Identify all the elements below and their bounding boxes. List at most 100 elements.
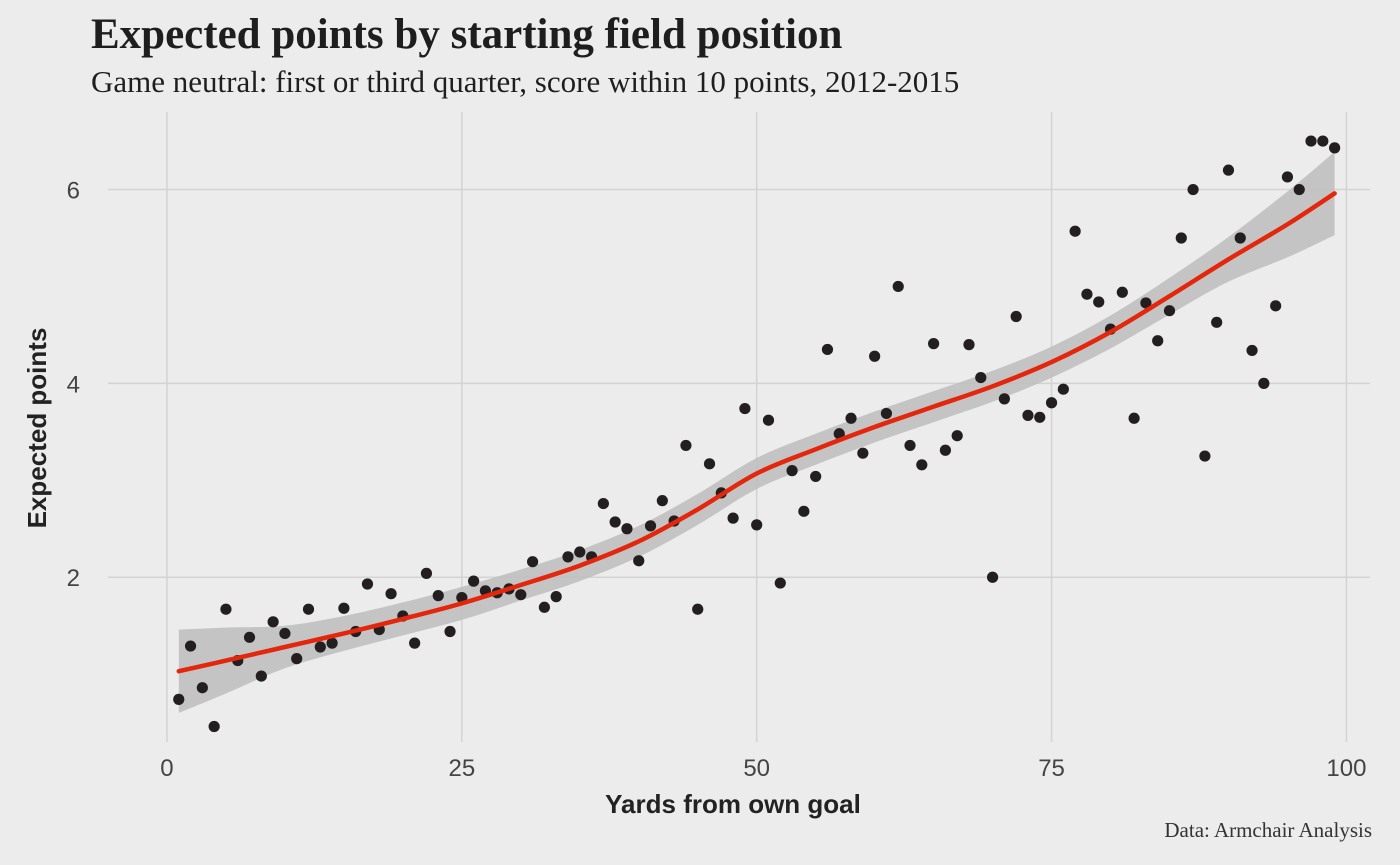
data-point <box>184 640 197 652</box>
data-point <box>692 603 704 615</box>
data-point <box>1234 232 1246 244</box>
data-point <box>1199 450 1211 462</box>
chart-title: Expected points by starting field positi… <box>91 11 843 58</box>
data-point <box>255 670 267 682</box>
data-point <box>1222 164 1235 176</box>
data-point <box>550 591 562 603</box>
x-axis-title: Yards from own goal <box>605 789 861 819</box>
data-point <box>409 637 421 649</box>
data-point <box>173 693 185 705</box>
data-point <box>1305 135 1317 147</box>
data-point <box>208 720 220 733</box>
data-point <box>1081 288 1093 300</box>
data-point <box>1152 335 1164 347</box>
data-point <box>762 414 775 426</box>
x-tick-label: 25 <box>448 755 475 782</box>
data-point <box>574 546 586 558</box>
data-point <box>1281 171 1294 183</box>
data-point <box>786 465 798 477</box>
y-tick-label: 2 <box>67 565 80 592</box>
data-point <box>916 459 928 471</box>
y-axis-title: Expected points <box>22 328 52 529</box>
x-tick-label: 75 <box>1038 755 1065 782</box>
data-source-caption: Data: Armchair Analysis <box>1164 818 1372 842</box>
data-point <box>751 519 763 531</box>
y-tick-label: 4 <box>67 371 80 398</box>
data-point <box>892 280 904 293</box>
data-point <box>1045 397 1058 409</box>
data-point <box>1270 300 1282 312</box>
data-point <box>833 428 845 440</box>
data-point <box>963 339 975 351</box>
data-point <box>1116 286 1128 298</box>
data-point <box>385 588 397 600</box>
data-point <box>621 523 633 535</box>
data-point <box>739 402 751 415</box>
data-point <box>1293 183 1305 196</box>
data-point <box>774 577 786 589</box>
data-point <box>196 682 208 694</box>
data-point <box>468 575 480 587</box>
y-tick-label: 6 <box>67 178 80 205</box>
data-point <box>267 616 279 628</box>
scatter-points <box>173 135 1341 733</box>
data-point <box>538 601 550 613</box>
data-point <box>986 571 999 583</box>
data-point <box>526 556 539 568</box>
data-point <box>904 439 916 452</box>
data-point <box>821 343 834 356</box>
data-point <box>656 495 668 507</box>
data-point <box>1329 142 1341 154</box>
data-point <box>1211 316 1223 328</box>
data-point <box>951 430 963 442</box>
data-point <box>597 497 609 510</box>
data-point <box>432 590 444 602</box>
x-tick-label: 0 <box>160 755 173 782</box>
data-point <box>1258 377 1270 389</box>
data-point <box>1128 412 1140 424</box>
tick-labels: 0 25 50 75 100 2 4 6 <box>67 178 1367 782</box>
data-point <box>1140 297 1152 309</box>
data-point <box>1317 135 1329 147</box>
data-point <box>515 589 527 601</box>
data-point <box>444 625 456 638</box>
data-point <box>633 555 645 567</box>
data-point <box>1163 305 1176 317</box>
data-point <box>243 631 256 643</box>
data-point <box>798 505 810 517</box>
data-point <box>1093 296 1105 308</box>
data-point <box>1022 409 1034 421</box>
data-point <box>998 393 1010 405</box>
data-point <box>703 458 716 470</box>
data-point <box>869 350 881 362</box>
data-point <box>857 447 869 459</box>
data-point <box>1175 232 1187 244</box>
data-point <box>291 653 303 665</box>
chart-subtitle: Game neutral: first or third quarter, sc… <box>91 64 960 99</box>
data-point <box>845 412 857 424</box>
data-point <box>1246 344 1258 357</box>
data-point <box>1034 411 1046 423</box>
x-tick-label: 100 <box>1326 755 1366 782</box>
data-point <box>644 520 657 532</box>
data-point <box>939 444 952 456</box>
gridlines <box>108 112 1370 742</box>
data-point <box>1057 383 1069 395</box>
data-point <box>326 637 338 649</box>
data-point <box>880 407 893 420</box>
x-tick-label: 50 <box>743 755 770 782</box>
data-point <box>279 627 291 640</box>
data-point <box>727 512 739 524</box>
data-point <box>928 338 940 350</box>
data-point <box>1010 310 1022 323</box>
data-point <box>562 551 574 563</box>
data-point <box>220 603 232 615</box>
data-point <box>609 516 621 528</box>
data-point <box>1069 225 1081 237</box>
data-point <box>338 602 350 614</box>
data-point <box>314 641 326 653</box>
data-point <box>420 567 433 579</box>
data-point <box>302 603 315 615</box>
data-point <box>680 439 692 452</box>
data-point <box>361 578 374 590</box>
